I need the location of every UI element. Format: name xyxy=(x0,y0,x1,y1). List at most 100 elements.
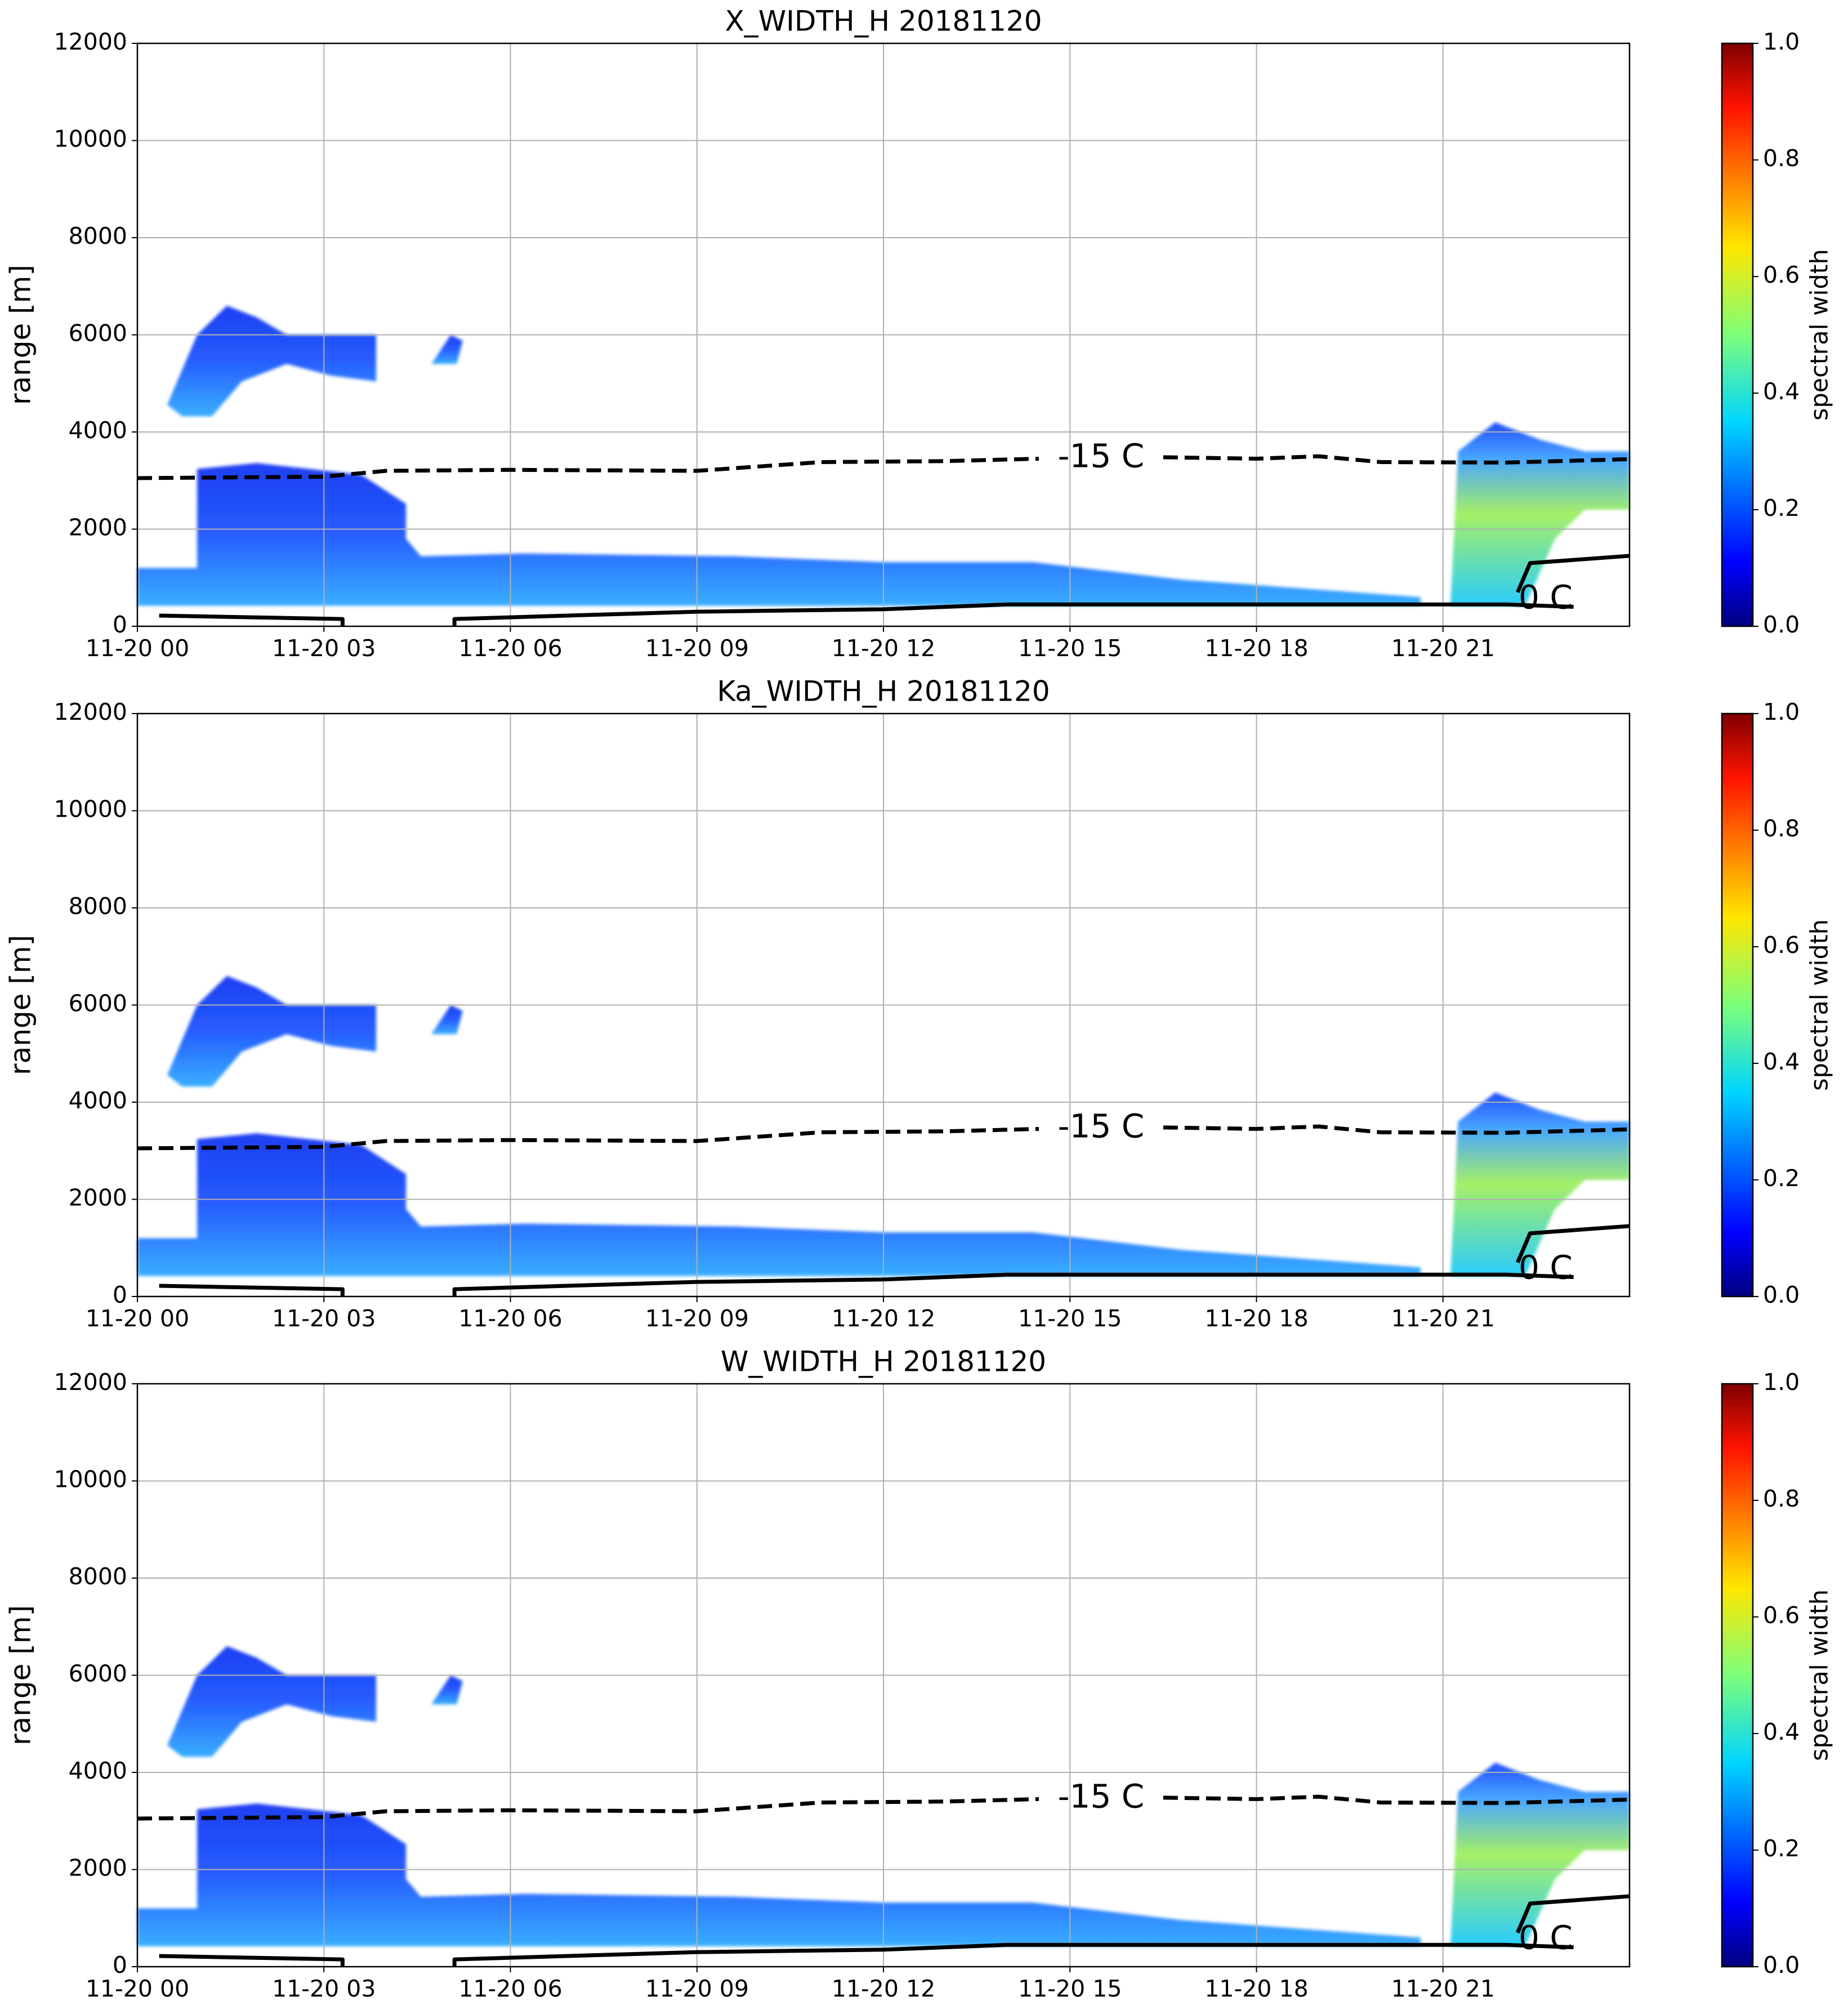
colorbar-tick-label: 0.4 xyxy=(1763,1048,1800,1075)
y-tick-label: 4000 xyxy=(69,1087,127,1114)
x-tick-label: 11-20 18 xyxy=(1204,635,1308,662)
x-tick-label: 11-20 03 xyxy=(272,1975,376,2002)
colorbar-label: spectral width xyxy=(1806,919,1834,1091)
x-tick-label: 11-20 18 xyxy=(1204,1305,1308,1332)
isotherm-label: -15 C xyxy=(1058,1777,1145,1815)
isotherm-label: -15 C xyxy=(1058,1107,1145,1145)
x-tick-label: 11-20 21 xyxy=(1391,1305,1495,1332)
echo-field xyxy=(137,305,1630,606)
echo-region xyxy=(137,463,1421,606)
y-axis-label: range [m] xyxy=(5,1605,37,1745)
colorbar-tick-label: 1.0 xyxy=(1763,1369,1800,1396)
echo-field xyxy=(137,1646,1630,1946)
y-tick-label: 8000 xyxy=(69,893,127,920)
isotherm xyxy=(159,554,1630,626)
echo-region xyxy=(167,975,376,1087)
y-tick-label: 8000 xyxy=(69,222,127,249)
x-tick-label: 11-20 15 xyxy=(1018,635,1122,662)
colorbar-tick-label: 0.6 xyxy=(1763,261,1800,288)
x-tick-label: 11-20 21 xyxy=(1391,635,1495,662)
colorbar-tick-label: 0.6 xyxy=(1763,932,1800,959)
y-tick-label: 12000 xyxy=(54,1369,127,1396)
y-tick-label: 6000 xyxy=(69,320,127,347)
isotherm xyxy=(137,1124,1630,1151)
isotherm xyxy=(159,1894,1630,1967)
x-tick-label: 11-20 00 xyxy=(86,1305,189,1332)
y-tick-label: 12000 xyxy=(54,698,127,725)
x-tick-label: 11-20 15 xyxy=(1018,1975,1122,2002)
x-tick-label: 11-20 03 xyxy=(272,635,376,662)
colorbar-tick-label: 0.2 xyxy=(1763,1165,1800,1192)
y-tick-label: 4000 xyxy=(69,1757,127,1784)
colorbar-tick-label: 0.0 xyxy=(1763,1951,1800,1979)
plot-frame xyxy=(136,42,1631,627)
chart-title: Ka_WIDTH_H 20181120 xyxy=(717,675,1050,708)
isotherm xyxy=(137,1794,1630,1821)
x-tick-label: 11-20 06 xyxy=(458,635,562,662)
echo-region xyxy=(431,1675,463,1705)
isotherm-label: -15 C xyxy=(1058,436,1145,475)
colorbar xyxy=(1721,712,1754,1298)
colorbar-tick-label: 0.8 xyxy=(1763,1485,1800,1512)
echo-region xyxy=(167,1646,376,1757)
plot-frame xyxy=(136,712,1631,1298)
colorbar xyxy=(1721,1383,1754,1968)
x-tick-label: 11-20 15 xyxy=(1018,1305,1122,1332)
y-tick-label: 6000 xyxy=(69,1660,127,1687)
colorbar-label: spectral width xyxy=(1806,1589,1834,1761)
x-tick-label: 11-20 18 xyxy=(1204,1975,1308,2002)
x-tick-label: 11-20 09 xyxy=(645,1305,749,1332)
isotherm-label: 0 C xyxy=(1519,1249,1573,1287)
plot-frame xyxy=(136,1383,1631,1968)
colorbar-tick-label: 0.6 xyxy=(1763,1602,1800,1629)
isotherm-label: 0 C xyxy=(1519,1919,1573,1957)
colorbar-tick-label: 0.2 xyxy=(1763,494,1800,522)
y-tick-label: 0 xyxy=(113,1281,127,1308)
y-tick-label: 6000 xyxy=(69,990,127,1017)
chart-title: X_WIDTH_H 20181120 xyxy=(725,5,1042,38)
echo-region xyxy=(431,1005,463,1035)
x-tick-label: 11-20 06 xyxy=(458,1305,562,1332)
colorbar-tick-label: 1.0 xyxy=(1763,28,1800,55)
y-tick-label: 10000 xyxy=(54,1466,127,1493)
y-tick-label: 8000 xyxy=(69,1563,127,1590)
echo-region xyxy=(137,1803,1421,1946)
isotherm xyxy=(159,1224,1630,1296)
colorbar-tick-label: 0.0 xyxy=(1763,1281,1800,1308)
colorbar-tick-label: 1.0 xyxy=(1763,698,1800,725)
y-tick-label: 0 xyxy=(113,1951,127,1979)
colorbar-tick-label: 0.4 xyxy=(1763,378,1800,405)
y-tick-label: 2000 xyxy=(69,1855,127,1882)
x-tick-label: 11-20 09 xyxy=(645,1975,749,2002)
echo-region xyxy=(137,1133,1421,1276)
colorbar-tick-label: 0.8 xyxy=(1763,815,1800,842)
echo-field xyxy=(137,975,1630,1276)
colorbar-tick-label: 0.0 xyxy=(1763,611,1800,638)
colorbar-tick-label: 0.2 xyxy=(1763,1835,1800,1862)
y-tick-label: 2000 xyxy=(69,514,127,541)
x-tick-label: 11-20 12 xyxy=(832,1305,935,1332)
echo-region xyxy=(1450,422,1630,606)
x-tick-label: 11-20 21 xyxy=(1391,1975,1495,2002)
y-tick-label: 0 xyxy=(113,611,127,638)
echo-region xyxy=(1450,1762,1630,1946)
x-tick-label: 11-20 12 xyxy=(832,635,935,662)
y-tick-label: 12000 xyxy=(54,28,127,55)
isotherm xyxy=(137,454,1630,480)
colorbar xyxy=(1721,42,1754,627)
y-tick-label: 2000 xyxy=(69,1184,127,1211)
x-tick-label: 11-20 12 xyxy=(832,1975,935,2002)
colorbar-tick-label: 0.8 xyxy=(1763,145,1800,172)
y-tick-label: 10000 xyxy=(54,796,127,823)
colorbar-tick-label: 0.4 xyxy=(1763,1718,1800,1745)
x-tick-label: 11-20 09 xyxy=(645,635,749,662)
isotherm-label: 0 C xyxy=(1519,578,1573,617)
x-tick-label: 11-20 00 xyxy=(86,1975,189,2002)
chart-title: W_WIDTH_H 20181120 xyxy=(721,1345,1046,1378)
echo-region xyxy=(167,305,376,417)
echo-region xyxy=(431,335,463,364)
y-axis-label: range [m] xyxy=(5,265,37,405)
y-tick-label: 4000 xyxy=(69,417,127,444)
